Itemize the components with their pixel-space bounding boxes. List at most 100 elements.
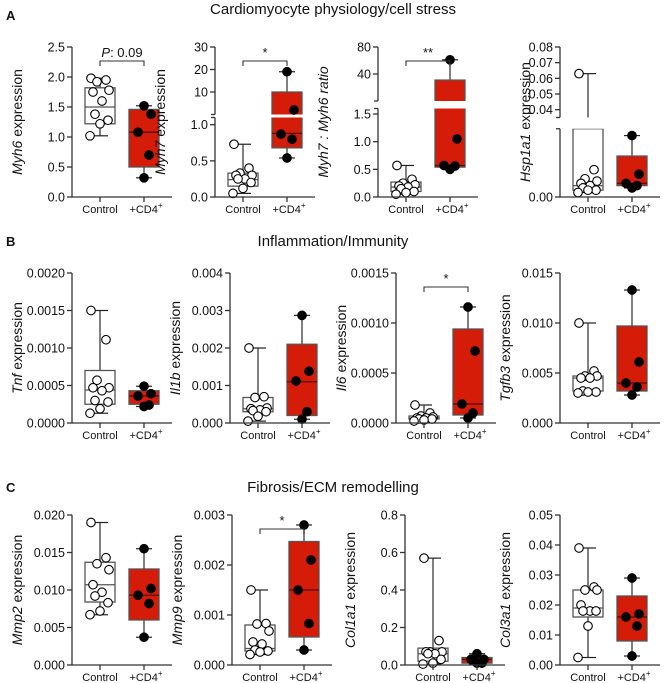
y-axis-label-suffix: expression	[9, 69, 25, 141]
data-point-control	[419, 553, 429, 563]
data-point-cd4	[299, 520, 309, 530]
y-tick-label: 0.010	[34, 584, 65, 598]
y-tick-label: 0.02	[529, 599, 553, 613]
y-tick-label: 0.003	[192, 304, 223, 318]
y-axis-label-suffix: expression	[333, 305, 349, 377]
x-label-control: Control	[570, 430, 605, 442]
data-point-control	[90, 109, 100, 120]
data-point-cd4	[627, 573, 637, 583]
significance-label: *	[279, 513, 284, 528]
data-point-control	[90, 591, 100, 601]
x-label-control: Control	[240, 430, 275, 442]
data-point-control	[573, 652, 583, 663]
data-point-control	[101, 334, 111, 345]
data-point-cd4	[621, 612, 631, 622]
y-tick-label: 10	[194, 86, 208, 100]
data-point-cd4	[289, 105, 299, 115]
data-point-cd4	[297, 310, 307, 321]
x-label-control: Control	[225, 204, 260, 216]
y-axis-label-suffix: expression	[9, 535, 25, 607]
y-axis-label: Col3a1 expression	[497, 532, 513, 648]
y-tick-label: 0.01	[529, 629, 553, 643]
x-label-cd4-sup: +	[464, 201, 469, 210]
x-label-cd4: +CD4+	[617, 669, 650, 683]
y-tick-label: 20	[194, 63, 208, 77]
data-point-control	[103, 397, 113, 407]
y-tick-label: 0.002	[192, 342, 223, 356]
data-point-cd4	[306, 555, 316, 565]
data-point-cd4	[297, 414, 307, 425]
x-label-cd4-sup: +	[301, 201, 306, 210]
data-point-cd4	[293, 585, 303, 595]
data-point-control	[253, 411, 263, 422]
axis-break-gap	[207, 114, 317, 118]
y-axis-label: Il6 expression	[333, 305, 349, 391]
panel-il1b: 0.000 0.001 0.002 0.003 0.004 Control +CD4+ Il1…	[167, 267, 330, 442]
y-tick-label: 1.0	[48, 131, 65, 145]
y-tick-label: 0.0005	[27, 379, 65, 393]
y-tick-label: 0.0020	[27, 267, 65, 281]
data-point-control	[103, 597, 113, 608]
data-point-control	[585, 373, 595, 383]
y-axis-label-gene: Il1b	[167, 372, 183, 395]
x-label-cd4-text: +CD4	[129, 204, 157, 216]
significance-label-value: *	[262, 45, 267, 60]
y-axis-label: Myh7 : Myh6 ratio	[315, 66, 331, 177]
data-point-cd4	[470, 346, 480, 356]
y-tick-label: 0.0010	[27, 342, 65, 356]
y-axis-label-gene: Mmp2	[9, 606, 25, 645]
data-point-cd4	[299, 645, 309, 655]
data-point-cd4	[287, 134, 297, 145]
y-tick-label: 0.05	[529, 88, 553, 102]
y-tick-label: 0.0015	[351, 267, 389, 281]
x-label-cd4: +CD4+	[462, 669, 495, 683]
data-point-cd4	[445, 164, 455, 175]
y-tick-label: 0.005	[522, 367, 553, 381]
y-tick-label: 0.04	[529, 539, 553, 553]
panel-mmp9: 0.000 0.001 0.002 0.003 Control +CD4+ Mmp9 exp…	[169, 509, 332, 683]
data-point-cd4	[627, 285, 637, 295]
data-point-cd4	[144, 150, 154, 160]
x-label-cd4-sup: +	[646, 427, 651, 436]
y-tick-label: 0.020	[34, 509, 65, 523]
data-point-cd4	[139, 172, 149, 183]
data-point-control	[423, 648, 433, 659]
data-point-control	[95, 403, 105, 414]
x-label-cd4-sup: +	[158, 201, 163, 210]
y-tick-label: 1.5	[354, 108, 371, 122]
data-point-control	[104, 564, 114, 575]
y-tick-label: 0.005	[34, 621, 65, 635]
data-point-control	[591, 387, 601, 397]
data-point-control	[246, 177, 256, 188]
y-axis-label: Il1b expression	[167, 301, 183, 395]
data-point-control	[261, 406, 271, 417]
panel-tgfb3: 0.000 0.005 0.010 0.015 Control +CD4+ Tgfb3 ex…	[497, 267, 660, 442]
data-point-control	[591, 606, 601, 616]
significance-label: **	[423, 45, 433, 60]
data-point-control	[104, 85, 114, 96]
y-axis-label-suffix: expression	[497, 532, 513, 604]
x-label-cd4-sup: +	[158, 427, 163, 436]
box-cd4	[128, 108, 160, 168]
data-point-cd4	[632, 621, 642, 631]
data-point-control	[86, 517, 96, 528]
significance-bracket	[259, 528, 305, 534]
y-tick-label: 0.0010	[351, 317, 389, 331]
data-point-control	[576, 373, 586, 383]
panel-hsp1a1: 0.00 0.040.05 0.06 0.070.08 Control +CD4+ Hsp1…	[517, 41, 662, 216]
y-tick-label: 0.003	[194, 509, 225, 523]
x-label-control: Control	[242, 672, 277, 683]
x-label-cd4-sup: +	[316, 427, 321, 436]
y-tick-label: 2.5	[48, 41, 65, 55]
data-point-control	[574, 68, 584, 79]
data-point-control	[583, 185, 593, 196]
data-point-control	[250, 392, 260, 403]
y-axis-label: Mmp9 expression	[169, 535, 185, 646]
section-title-c: Fibrosis/ECM remodelling	[247, 479, 419, 496]
y-tick-label: 0.002	[194, 559, 225, 573]
data-point-control	[85, 609, 95, 620]
data-point-control	[573, 388, 583, 398]
data-point-control	[248, 637, 258, 647]
